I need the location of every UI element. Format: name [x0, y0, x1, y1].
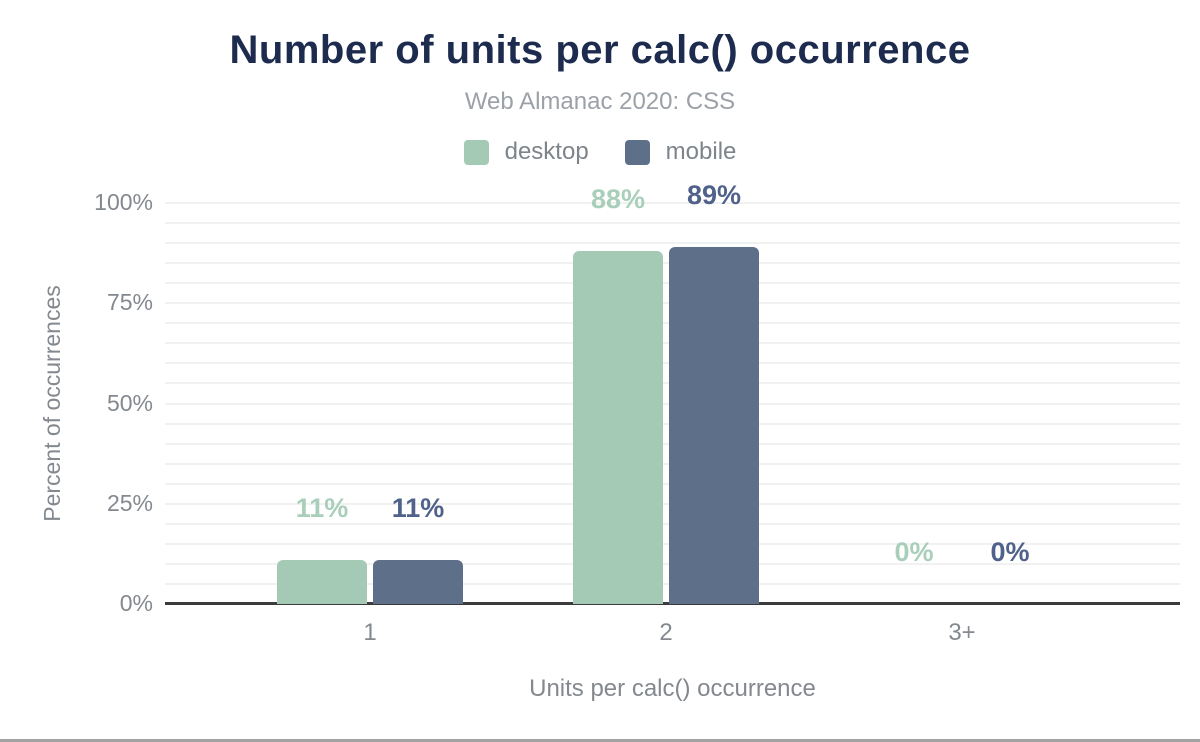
bar-value-label-mobile-3+: 0% [990, 537, 1030, 567]
x-axis-title: Units per calc() occurrence [529, 675, 816, 702]
legend-label-mobile: mobile [665, 138, 737, 165]
band-group-3+: 0% 0% 3+ [814, 203, 1110, 646]
bar-desktop-2[interactable] [573, 251, 663, 604]
legend-item-desktop[interactable]: desktop [463, 138, 589, 166]
legend-label-desktop: desktop [504, 138, 589, 165]
x-tick-label-1: 1 [363, 619, 377, 646]
band-groups: 11% 11% 1 88% 89% 2 0% 0% 3+ [222, 180, 1110, 646]
y-axis-title-text: Percent of occurrences [38, 285, 65, 522]
gridline-95 [165, 222, 1180, 225]
bar-pair-2: 88% 89% [573, 180, 759, 604]
bar-column-desktop-2: 88% [573, 184, 663, 604]
plot-area: 0% 25% 50% 75% 100% 11% 11% 1 88% 89% 2 0% 0% 3+ [94, 180, 1180, 646]
legend-item-mobile[interactable]: mobile [624, 138, 737, 166]
y-tick-label-0: 0% [119, 590, 153, 616]
band-group-1: 11% 11% 1 [222, 203, 518, 646]
x-tick-label-3+: 3+ [948, 619, 976, 646]
bar-pair-3+: 0% 0% [869, 203, 1055, 604]
band-group-2: 88% 89% 2 [518, 180, 814, 646]
bar-column-mobile-3+: 0% [965, 203, 1055, 604]
y-tick-label-50: 50% [106, 389, 153, 416]
bar-column-mobile-2: 89% [669, 180, 759, 604]
bar-column-mobile-1: 11% [373, 203, 463, 604]
legend-swatch-desktop-icon [463, 139, 489, 165]
bar-column-desktop-3+: 0% [869, 203, 959, 604]
bar-desktop-1[interactable] [277, 559, 367, 604]
gridline-100 [165, 202, 1180, 204]
bar-value-label-mobile-2: 89% [686, 180, 742, 211]
bar-pair-1: 11% 11% [277, 203, 463, 604]
bar-column-desktop-1: 11% [277, 203, 367, 604]
y-axis-title: Percent of occurrences [28, 203, 76, 604]
bar-value-label-desktop-3+: 0% [894, 537, 934, 567]
x-tick-label-2: 2 [659, 619, 673, 646]
y-tick-label-75: 75% [106, 289, 153, 316]
page-bottom-border [0, 739, 1200, 742]
bar-mobile-2[interactable] [669, 247, 759, 604]
chart-title: Number of units per calc() occurrence [229, 28, 971, 72]
y-tick-label-25: 25% [106, 489, 153, 516]
chart-subtitle: Web Almanac 2020: CSS [464, 88, 736, 115]
legend-swatch-mobile-icon [624, 139, 650, 165]
bar-value-label-desktop-2: 88% [590, 184, 646, 215]
gridline-90 [165, 242, 1180, 245]
legend: desktop mobile [0, 138, 1200, 166]
bar-mobile-1[interactable] [373, 559, 463, 604]
bar-value-label-desktop-1: 11% [295, 492, 349, 523]
bar-value-label-mobile-1: 11% [391, 492, 445, 523]
y-tick-label-100: 100% [94, 189, 153, 215]
